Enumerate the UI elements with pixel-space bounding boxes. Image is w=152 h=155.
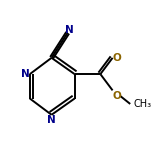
Text: N: N xyxy=(47,115,56,125)
Text: CH₃: CH₃ xyxy=(134,99,152,109)
Text: O: O xyxy=(113,91,122,101)
Text: O: O xyxy=(113,53,122,63)
Text: N: N xyxy=(21,69,29,79)
Text: N: N xyxy=(65,25,74,35)
